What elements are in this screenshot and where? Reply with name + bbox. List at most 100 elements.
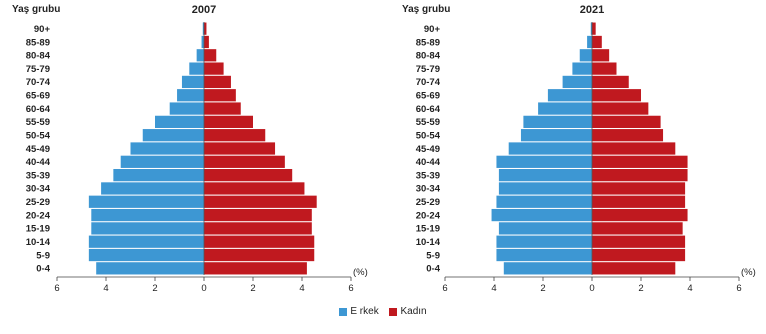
- bar-male-1-85-89: [496, 248, 592, 262]
- bar-male-1-45-49: [508, 142, 592, 155]
- age-label-1-5-9: 85-89: [416, 37, 440, 48]
- age-label-1-35-39: 55-59: [416, 117, 440, 128]
- panel-title-1: 2021: [580, 4, 604, 16]
- bar-male-1-60-64: [498, 182, 592, 195]
- chart-legend: E rkek Kadın: [0, 306, 766, 319]
- bar-male-0-20-24: [181, 75, 204, 89]
- bar-female-0-85-89: [204, 248, 315, 262]
- bar-female-1-85-89: [592, 248, 686, 262]
- x-tick-label-0-4: 2: [250, 283, 255, 294]
- age-label-1-65-69: 25-29: [416, 197, 440, 208]
- age-label-1-80-84: 10-14: [416, 237, 441, 248]
- bar-male-1-20-24: [562, 75, 592, 89]
- age-label-0-10-14: 80-84: [26, 51, 51, 62]
- bar-male-1-80-84: [496, 235, 592, 248]
- bar-female-1-55-59: [592, 169, 688, 182]
- age-label-1-90+: 0-4: [426, 264, 440, 275]
- age-label-1-70-74: 20-24: [416, 210, 441, 221]
- x-tick-label-0-0: 6: [54, 283, 59, 294]
- age-label-0-15-19: 75-79: [26, 64, 50, 75]
- bar-male-0-65-69: [88, 195, 204, 208]
- bar-female-0-75-79: [204, 222, 312, 235]
- bar-female-0-80-84: [204, 235, 315, 248]
- x-tick-label-1-5: 4: [687, 283, 692, 294]
- age-label-0-25-29: 65-69: [26, 91, 50, 102]
- bar-female-1-5-9: [592, 35, 602, 49]
- bar-female-1-75-79: [592, 222, 683, 235]
- age-label-1-60-64: 30-34: [416, 184, 441, 195]
- bar-female-1-0-4: [592, 22, 596, 35]
- age-label-0-35-39: 55-59: [26, 117, 50, 128]
- bar-female-0-70-74: [204, 208, 312, 222]
- bar-female-0-40-44: [204, 129, 266, 142]
- panel-title-0: 2007: [192, 4, 216, 16]
- legend-label-male: E rkek: [350, 306, 379, 317]
- age-label-1-15-19: 75-79: [416, 64, 440, 75]
- age-label-0-75-79: 15-19: [26, 224, 50, 235]
- bar-female-0-25-29: [204, 89, 236, 102]
- bar-female-0-35-39: [204, 115, 253, 128]
- bar-female-0-20-24: [204, 75, 231, 89]
- bar-female-0-15-19: [204, 62, 224, 75]
- bar-female-1-25-29: [592, 89, 641, 102]
- bar-male-0-25-29: [177, 89, 204, 102]
- legend-swatch-male: [339, 307, 348, 316]
- bar-male-0-30-34: [169, 102, 204, 115]
- bar-male-0-15-19: [189, 62, 204, 75]
- bar-female-1-60-64: [592, 182, 686, 195]
- legend-item-male: E rkek: [339, 306, 379, 317]
- bar-female-1-65-69: [592, 195, 686, 208]
- age-label-0-55-59: 35-39: [26, 170, 50, 181]
- x-tick-label-1-0: 6: [442, 283, 447, 294]
- bar-female-0-45-49: [204, 142, 276, 155]
- age-label-1-75-79: 15-19: [416, 224, 440, 235]
- bar-female-0-90+: [204, 262, 307, 275]
- age-label-0-30-34: 60-64: [26, 104, 51, 115]
- bar-female-1-90+: [592, 262, 676, 275]
- age-label-1-30-34: 60-64: [416, 104, 441, 115]
- bar-male-1-65-69: [496, 195, 592, 208]
- y-axis-title-0: Yaş grubu: [12, 4, 60, 15]
- bar-male-1-0-4: [590, 22, 592, 35]
- bar-male-0-50-54: [120, 155, 204, 168]
- x-tick-label-1-3: 0: [589, 283, 594, 294]
- bar-female-0-30-34: [204, 102, 241, 115]
- bar-male-0-5-9: [201, 35, 204, 49]
- age-label-1-50-54: 40-44: [416, 157, 441, 168]
- bar-female-0-60-64: [204, 182, 305, 195]
- x-tick-label-1-2: 2: [540, 283, 545, 294]
- age-label-1-20-24: 70-74: [416, 77, 441, 88]
- age-label-0-65-69: 25-29: [26, 197, 50, 208]
- age-label-1-40-44: 50-54: [416, 130, 441, 141]
- x-tick-label-1-1: 4: [491, 283, 496, 294]
- bar-male-1-90+: [503, 262, 592, 275]
- bar-female-1-80-84: [592, 235, 686, 248]
- age-label-0-45-49: 45-49: [26, 144, 50, 155]
- x-tick-label-0-3: 0: [201, 283, 206, 294]
- bar-female-0-55-59: [204, 169, 293, 182]
- age-label-1-85-89: 5-9: [426, 250, 440, 261]
- bar-female-0-10-14: [204, 49, 217, 62]
- unit-label-1: (%): [741, 267, 756, 278]
- bar-male-0-35-39: [155, 115, 204, 128]
- age-label-0-85-89: 5-9: [36, 250, 50, 261]
- age-label-0-0-4: 90+: [34, 24, 51, 35]
- age-label-0-70-74: 20-24: [26, 210, 51, 221]
- bar-female-1-20-24: [592, 75, 629, 89]
- bar-male-0-0-4: [202, 22, 204, 35]
- y-axis-title-1: Yaş grubu: [402, 4, 450, 15]
- bar-female-0-65-69: [204, 195, 317, 208]
- bar-male-1-10-14: [579, 49, 592, 62]
- bar-male-0-60-64: [101, 182, 204, 195]
- bar-female-0-5-9: [204, 35, 209, 49]
- age-label-1-10-14: 80-84: [416, 51, 441, 62]
- bar-male-0-55-59: [113, 169, 204, 182]
- bar-female-0-0-4: [204, 22, 207, 35]
- bar-male-1-55-59: [498, 169, 592, 182]
- bar-male-1-75-79: [498, 222, 592, 235]
- bar-female-1-40-44: [592, 129, 664, 142]
- x-tick-label-0-5: 4: [299, 283, 304, 294]
- x-tick-label-0-6: 6: [348, 283, 353, 294]
